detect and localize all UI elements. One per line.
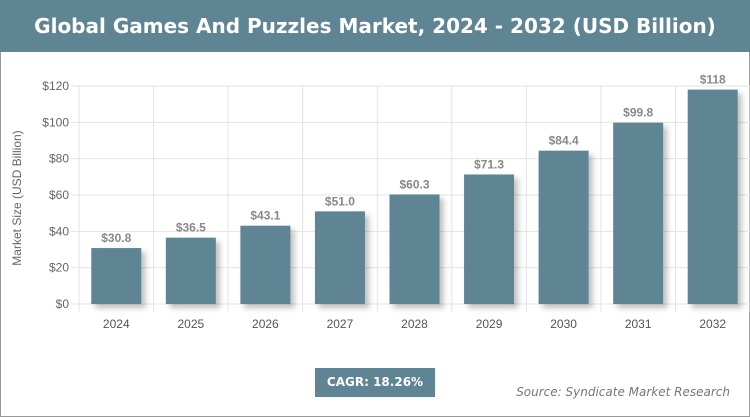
data-label: $60.3 — [399, 177, 429, 191]
y-tick-label: $20 — [49, 261, 69, 275]
y-tick-label: $0 — [56, 297, 70, 311]
data-label: $30.8 — [101, 231, 131, 245]
bar-2027 — [314, 211, 365, 304]
x-tick-label: 2032 — [699, 317, 726, 331]
bar-2026 — [240, 225, 291, 304]
x-tick-label: 2027 — [327, 317, 354, 331]
y-tick-label: $60 — [49, 188, 69, 202]
x-tick-label: 2029 — [476, 317, 503, 331]
bar-2024 — [91, 248, 142, 304]
y-axis-label: Market Size (USD Billion) — [10, 130, 24, 265]
y-tick-label: $80 — [49, 152, 69, 166]
data-label: $71.3 — [474, 157, 504, 171]
x-tick-label: 2024 — [103, 317, 130, 331]
data-label: $118 — [700, 73, 726, 87]
data-label: $51.0 — [325, 194, 355, 208]
bar-2025 — [165, 237, 216, 304]
source-note: Source: Syndicate Market Research — [516, 385, 730, 399]
bar-2031 — [613, 122, 664, 305]
chart-title: Global Games And Puzzles Market, 2024 - … — [0, 0, 750, 52]
y-tick-label: $40 — [49, 224, 69, 238]
x-tick-label: 2028 — [401, 317, 428, 331]
y-tick-label: $120 — [42, 79, 69, 93]
x-tick-label: 2026 — [252, 317, 279, 331]
x-tick-label: 2030 — [550, 317, 577, 331]
data-label: $43.1 — [250, 209, 280, 223]
bar-2030 — [538, 150, 589, 304]
y-tick-label: $100 — [42, 115, 69, 129]
cagr-badge: CAGR: 18.26% — [315, 368, 435, 397]
x-tick-label: 2025 — [177, 317, 204, 331]
bar-2032 — [687, 89, 738, 304]
data-label: $99.8 — [623, 106, 653, 120]
bar-2029 — [464, 174, 515, 304]
data-label: $36.5 — [176, 221, 206, 235]
data-label: $84.4 — [549, 134, 579, 148]
bar-2028 — [389, 194, 440, 304]
x-tick-label: 2031 — [625, 317, 652, 331]
